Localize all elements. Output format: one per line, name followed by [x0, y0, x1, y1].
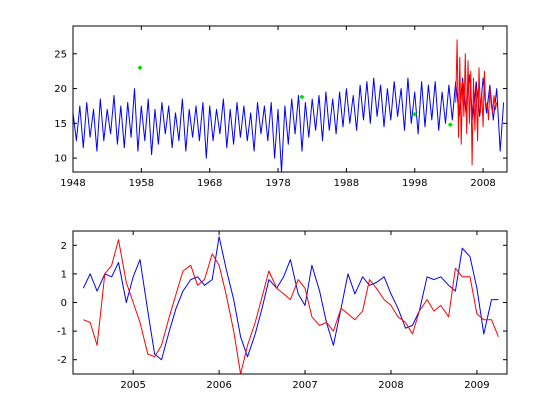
series-line-1-1 — [83, 239, 499, 374]
x-tick-label-1-3: 2008 — [378, 380, 403, 391]
bottom-panel: 2005 2006 2007 2008 2009 -2 -1 0 1 2 — [57, 230, 508, 391]
x-tick-label-0-2: 1968 — [197, 178, 222, 189]
y-tick-label-0-3: 25 — [54, 49, 67, 60]
x-tick-label-1-0: 2005 — [120, 380, 145, 391]
y-tick-label-1-0: -2 — [57, 355, 67, 366]
y-tick-label-1-4: 2 — [61, 241, 67, 252]
x-tick-label-1-4: 2009 — [464, 380, 489, 391]
x-tick-label-0-5: 1998 — [402, 178, 427, 189]
y-tick-label-1-2: 0 — [61, 298, 67, 309]
y-tick-label-0-2: 20 — [54, 84, 67, 95]
y-tick-label-1-3: 1 — [61, 269, 67, 280]
y-tick-label-0-0: 10 — [54, 154, 67, 165]
x-tick-label-0-3: 1978 — [265, 178, 290, 189]
y-tick-label-1-1: -1 — [57, 327, 67, 338]
x-tick-label-0-6: 2008 — [470, 178, 495, 189]
axes-box-0 — [72, 25, 508, 173]
marker-point-0-0 — [137, 65, 143, 71]
marker-point-0-3 — [447, 122, 453, 128]
series-line-1-0 — [82, 236, 499, 361]
top-panel: 1948 1958 1968 1978 1988 1998 2008 10 15 20 25 — [54, 25, 508, 189]
x-tick-label-0-4: 1988 — [334, 178, 359, 189]
x-tick-label-1-1: 2006 — [206, 380, 231, 391]
y-tick-label-0-1: 15 — [54, 119, 67, 130]
x-tick-label-0-0: 1948 — [60, 178, 85, 189]
series-line-0-2 — [455, 39, 498, 166]
series-line-0-0 — [73, 74, 505, 172]
marker-point-0-1 — [299, 94, 305, 100]
x-tick-label-0-1: 1958 — [129, 178, 154, 189]
marker-point-0-2 — [412, 111, 418, 117]
x-tick-label-1-2: 2007 — [292, 380, 317, 391]
